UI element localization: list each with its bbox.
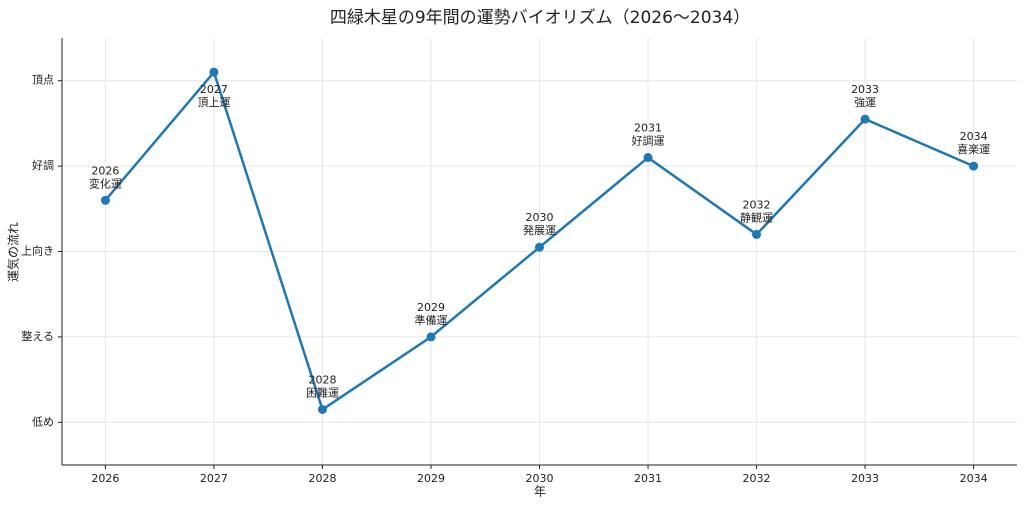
y-axis-label: 運気の流れ — [6, 222, 21, 282]
x-tick-label: 2031 — [634, 472, 662, 485]
annotation-year: 2030 — [526, 211, 554, 224]
annotation-label: 準備運 — [414, 313, 447, 327]
annotation-label: 喜楽運 — [957, 143, 990, 156]
x-tick-label: 2030 — [526, 472, 554, 485]
x-axis-label: 年 — [534, 485, 546, 499]
y-tick-label: 好調 — [32, 158, 54, 172]
annotation-year: 2033 — [851, 83, 879, 96]
chart-title: 四緑木星の9年間の運勢バイオリズム（2026〜2034） — [330, 8, 750, 28]
annotation-year: 2034 — [960, 130, 988, 143]
annotation-label: 頂上運 — [197, 96, 230, 109]
annotation-label: 静観運 — [740, 210, 773, 224]
point — [317, 404, 327, 414]
y-tick-label: 低め — [32, 415, 54, 428]
x-tick-label: 2029 — [417, 472, 445, 485]
y-tick-label: 整える — [21, 329, 54, 343]
annotation-label: 発展運 — [523, 223, 556, 237]
x-tick-label: 2026 — [91, 472, 119, 485]
x-tick-label: 2028 — [308, 472, 336, 485]
annotation-label: 困難運 — [306, 386, 339, 399]
point — [969, 161, 979, 171]
point — [643, 153, 653, 163]
annotation-label: 変化運 — [89, 176, 122, 190]
point — [535, 242, 544, 252]
x-tick-label: 2027 — [200, 472, 228, 485]
point — [209, 67, 219, 77]
annotation-year: 2027 — [200, 83, 228, 96]
point — [426, 332, 436, 342]
x-tick-label: 2033 — [851, 472, 879, 485]
annotation-label: 好調運 — [632, 134, 665, 148]
x-tick-label: 2032 — [743, 472, 771, 485]
point — [860, 114, 870, 124]
point — [100, 195, 110, 205]
y-tick-label: 頂点 — [32, 74, 54, 87]
x-tick-label: 2034 — [960, 472, 988, 485]
annotation-year: 2029 — [417, 301, 445, 314]
annotation-year: 2032 — [743, 198, 771, 211]
annotation-label: 強運 — [854, 96, 876, 109]
annotation-year: 2031 — [634, 122, 662, 135]
y-tick-label: 上向き — [21, 244, 54, 258]
point — [752, 229, 762, 239]
annotation-year: 2026 — [91, 164, 119, 177]
annotation-year: 2028 — [308, 373, 336, 386]
